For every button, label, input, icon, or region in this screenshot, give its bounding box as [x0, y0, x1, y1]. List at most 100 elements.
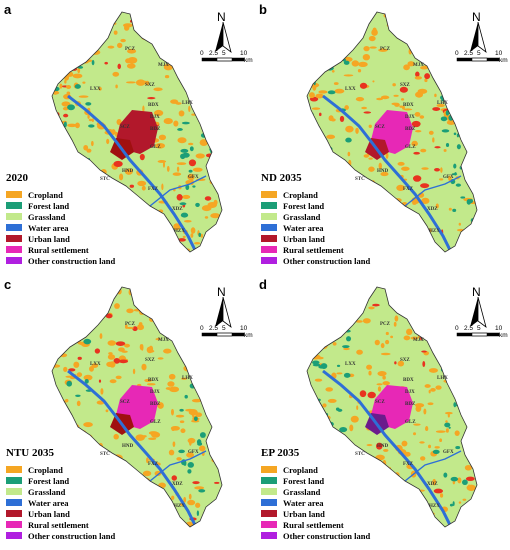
forest-patch	[83, 443, 87, 447]
cropland-patch	[433, 318, 438, 323]
legend-swatch	[6, 202, 22, 209]
forest-patch	[441, 41, 449, 47]
cropland-patch	[439, 57, 442, 64]
cropland-patch	[153, 315, 157, 323]
cropland-patch	[204, 196, 212, 201]
cropland-patch	[432, 58, 439, 62]
cropland-patch	[141, 363, 147, 371]
cropland-patch	[209, 434, 213, 441]
cropland-patch	[86, 45, 96, 51]
legend-swatch	[6, 246, 22, 253]
cropland-patch	[180, 428, 186, 434]
cropland-patch	[413, 423, 421, 426]
cropland-patch	[414, 111, 421, 117]
cropland-patch	[63, 311, 73, 317]
cropland-patch	[459, 397, 465, 400]
map-panel-c: c PCZ MJX LXX SXZ LHX BDX DJX SCZ BDZ GLZ HND STC GF…	[0, 275, 255, 550]
cropland-patch	[460, 249, 465, 252]
cropland-patch	[163, 348, 172, 354]
cropland-patch	[435, 63, 444, 67]
cropland-patch	[341, 287, 352, 293]
cropland-patch	[77, 356, 82, 360]
forest-patch	[196, 356, 200, 363]
cropland-patch	[146, 346, 154, 354]
cropland-patch	[181, 377, 188, 380]
cropland-patch	[154, 24, 163, 28]
cropland-patch	[198, 289, 205, 297]
forest-patch	[462, 232, 470, 238]
cropland-patch	[428, 444, 432, 449]
cropland-patch	[308, 346, 319, 349]
forest-patch	[187, 469, 192, 474]
cropland-patch	[199, 445, 206, 452]
cropland-patch	[146, 457, 149, 464]
cropland-patch	[188, 105, 191, 112]
cropland-patch	[411, 120, 421, 128]
cropland-patch	[57, 151, 66, 157]
cropland-patch	[420, 148, 427, 153]
legend-item: Other construction land	[6, 255, 186, 266]
forest-patch	[453, 163, 457, 169]
cropland-patch	[320, 413, 324, 421]
river	[67, 94, 198, 252]
cropland-patch	[369, 46, 377, 49]
town-label: FXZ	[403, 462, 414, 467]
panel-letter: a	[4, 2, 12, 17]
forest-patch	[180, 148, 189, 153]
town-label: XDZ	[427, 207, 438, 212]
cropland-patch	[424, 78, 428, 83]
cropland-patch	[383, 449, 389, 452]
cropland-patch	[141, 185, 146, 191]
forest-patch	[336, 364, 341, 368]
cropland-patch	[126, 308, 134, 314]
cropland-patch	[104, 61, 108, 65]
cropland-patch	[314, 378, 323, 382]
legend-label: Forest land	[28, 200, 70, 211]
cropland-patch	[351, 290, 358, 297]
cropland-patch	[82, 294, 91, 302]
cropland-patch	[377, 370, 387, 377]
town-label: HZX	[174, 229, 185, 234]
cropland-patch	[107, 340, 117, 346]
cropland-patch	[470, 139, 477, 145]
cropland-patch	[94, 348, 101, 354]
legend-item: Other construction land	[261, 530, 441, 541]
forest-patch	[58, 52, 66, 58]
cropland-patch	[169, 386, 180, 393]
legend-item: Other construction land	[6, 530, 186, 541]
legend-item: Cropland	[261, 464, 441, 475]
legend: NTU 2035 Cropland Forest land Grassland Wat…	[6, 447, 186, 541]
cropland-patch	[190, 227, 196, 234]
cropland-patch	[157, 160, 167, 163]
cropland-patch	[345, 125, 354, 133]
cropland-patch	[57, 152, 68, 160]
north-arrow-icon: N	[205, 10, 245, 70]
cropland-patch	[166, 165, 170, 172]
cropland-patch	[157, 50, 165, 53]
town-label: SXZ	[400, 358, 410, 363]
cropland-patch	[167, 325, 173, 330]
cropland-patch	[420, 51, 429, 55]
cropland-patch	[115, 84, 118, 89]
cropland-patch	[184, 219, 192, 223]
cropland-patch	[165, 300, 172, 306]
forest-patch	[451, 173, 458, 176]
cropland-patch	[458, 501, 462, 504]
legend-title: NTU 2035	[6, 447, 54, 459]
cropland-patch	[380, 95, 390, 100]
cropland-patch	[307, 316, 315, 323]
forest-patch	[201, 362, 204, 367]
cropland-patch	[182, 290, 188, 297]
cropland-patch	[424, 73, 431, 80]
legend-label: Other construction land	[28, 530, 116, 541]
scale-unit: km	[244, 332, 253, 339]
legend-item: Other construction land	[261, 255, 441, 266]
town-label: HND	[122, 169, 134, 174]
town-label: GFX	[443, 175, 454, 180]
town-label: SXZ	[145, 83, 155, 88]
cropland-patch	[151, 431, 161, 438]
forest-patch	[178, 449, 185, 454]
cropland-patch	[68, 368, 76, 372]
town-label: LXX	[345, 87, 356, 92]
cropland-patch	[432, 478, 437, 486]
